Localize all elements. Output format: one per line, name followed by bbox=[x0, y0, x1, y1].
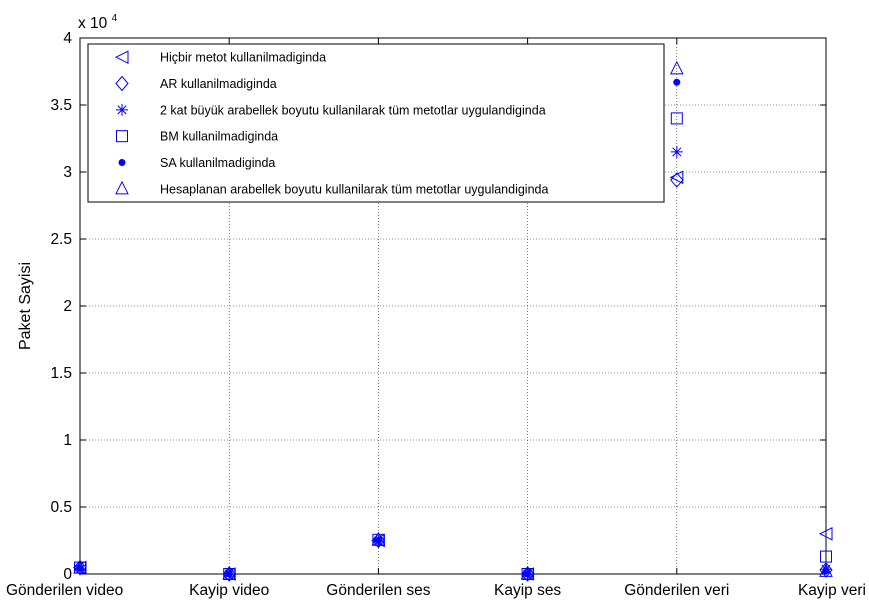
legend-label: 2 kat büyük arabellek boyutu kullanilara… bbox=[160, 103, 546, 117]
x-tick-label: Gönderilen ses bbox=[326, 582, 431, 599]
legend-label: Hiçbir metot kullanilmadiginda bbox=[160, 51, 326, 65]
y-tick-labels: 0 0.5 1 1.5 2 2.5 3 3.5 4 bbox=[50, 30, 72, 583]
data-point-triangle-up bbox=[371, 531, 386, 546]
y-tick-label: 0 bbox=[63, 566, 72, 583]
data-point-point bbox=[673, 78, 681, 86]
y-tick-label: 2.5 bbox=[50, 231, 72, 248]
legend-marker-triangle-up bbox=[115, 180, 129, 195]
data-point-point bbox=[374, 537, 382, 544]
data-point-triangle-up bbox=[222, 565, 237, 580]
legend-marker-diamond bbox=[115, 75, 129, 92]
x-tick-label: Kayip ses bbox=[494, 582, 561, 599]
legend-label: Hesaplanan arabellek boyutu kullanilarak… bbox=[160, 182, 548, 196]
y-exponent-base: x 10 bbox=[78, 15, 108, 32]
legend-marker-point bbox=[118, 159, 126, 166]
legend-box bbox=[87, 43, 665, 203]
data-point-square bbox=[670, 112, 683, 125]
data-point-diamond bbox=[371, 532, 386, 549]
data-point-diamond bbox=[670, 172, 684, 188]
x-tick-labels: Gönderilen video Kayip video Gönderilen se… bbox=[6, 582, 866, 599]
data-point-triangle-left bbox=[669, 170, 684, 185]
y-exponent-label: x 10 4 bbox=[78, 13, 118, 32]
data-point-diamond bbox=[222, 566, 236, 582]
data-point-point bbox=[76, 564, 84, 572]
legend-label: SA kullanilmadiginda bbox=[160, 156, 275, 170]
y-exponent-power: 4 bbox=[112, 13, 118, 24]
y-axis-title: Paket Sayisi bbox=[17, 262, 34, 350]
x-tick-label: Gönderilen video bbox=[6, 582, 123, 599]
data-point-triangle-up bbox=[73, 559, 87, 574]
data-point-square bbox=[820, 550, 832, 563]
x-tick-label: Kayip video bbox=[189, 582, 269, 599]
data-point-triangle-up bbox=[669, 60, 684, 75]
y-tick-label: 0.5 bbox=[50, 499, 72, 516]
data-point-asterisk bbox=[670, 145, 683, 158]
data-point-diamond bbox=[520, 566, 535, 582]
data-point-triangle-up bbox=[819, 563, 833, 577]
data-point-triangle-left bbox=[818, 526, 833, 541]
y-tick-label: 4 bbox=[63, 30, 72, 47]
x-tick-label: Kayip veri bbox=[798, 582, 866, 599]
legend-marker-asterisk bbox=[116, 103, 128, 116]
x-tick-label: Gönderilen veri bbox=[624, 582, 729, 599]
legend-label: AR kullanilmadiginda bbox=[160, 77, 277, 91]
data-point-diamond bbox=[819, 562, 833, 578]
legend-marker-square bbox=[116, 130, 128, 143]
y-tick-label: 1 bbox=[63, 432, 72, 449]
legend-label: BM kullanilmadiginda bbox=[160, 130, 278, 144]
data-point-triangle-up bbox=[520, 565, 535, 580]
y-tick-label: 3 bbox=[63, 164, 72, 181]
y-tick-label: 2 bbox=[63, 298, 72, 315]
legend-marker-triangle-left bbox=[114, 50, 129, 64]
legend: Hiçbir metot kullanilmadiginda AR kullani… bbox=[87, 43, 665, 203]
y-tick-label: 1.5 bbox=[50, 365, 72, 382]
y-tick-label: 3.5 bbox=[50, 97, 72, 114]
data-marks bbox=[72, 60, 833, 582]
